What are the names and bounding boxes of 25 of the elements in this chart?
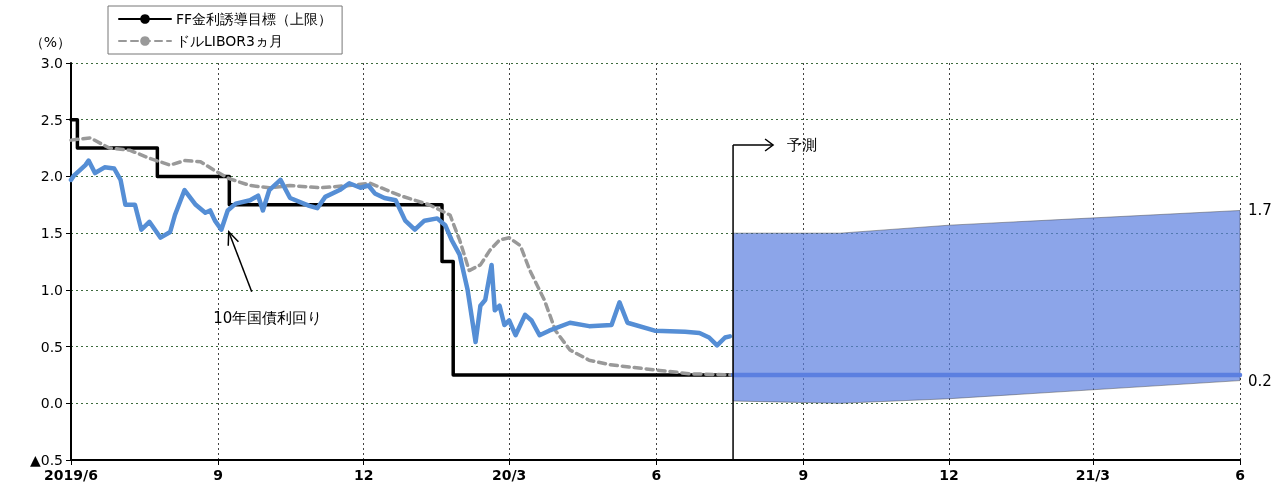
x-tick-label: 2019/6: [44, 467, 98, 483]
annotation: 10年国債利回り: [213, 308, 323, 327]
x-tick-label: 9: [798, 467, 809, 483]
y-tick-label: ▲0.5: [29, 452, 63, 468]
x-tick-label: 12: [353, 467, 374, 483]
y-tick-label: 1.5: [40, 225, 63, 242]
annotation: 0.2: [1248, 371, 1272, 390]
x-tick-label: 12: [939, 467, 959, 483]
y-tick-label: 0.0: [40, 395, 63, 412]
annotation: 1.7: [1248, 201, 1272, 220]
ref-line-label: 予測: [787, 136, 818, 154]
x-tick-label: 6: [1235, 467, 1245, 483]
x-tick-label: 20/3: [492, 467, 527, 483]
legend-label: FF金利誘導目標（上限）: [176, 11, 333, 27]
y-tick-label: 2.0: [40, 168, 63, 185]
line-series: [68, 158, 733, 348]
y-tick-label: 2.5: [40, 111, 63, 128]
y-tick-label: 3.0: [40, 55, 63, 71]
y-axis-title: （%）: [29, 34, 71, 50]
x-tick-label: 6: [651, 467, 662, 483]
y-tick-label: 0.5: [40, 338, 63, 355]
legend-label: ドルLIBOR3ヵ月: [176, 33, 283, 49]
x-tick-label: 21/3: [1075, 467, 1111, 483]
y-tick-label: 1.0: [40, 281, 63, 298]
x-tick-label: 9: [213, 467, 223, 483]
